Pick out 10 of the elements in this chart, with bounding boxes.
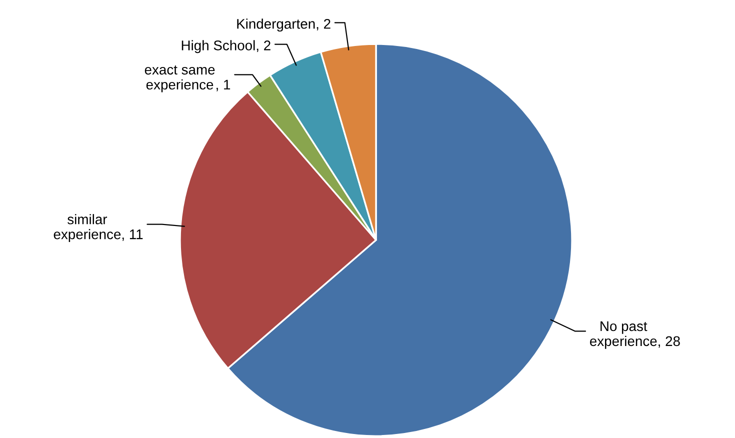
data-label: , 2 [256, 40, 270, 52]
slice-label: similar experience [54, 214, 121, 242]
slice-label: High School [182, 40, 255, 54]
slice-label: Kindergarten [237, 18, 315, 32]
data-label: , 28 [658, 336, 680, 348]
data-label: , 11 [122, 230, 143, 241]
data-label: , 1 [216, 80, 230, 92]
slice-label: exact same experience [144, 65, 215, 92]
slice-label: No past experience [590, 321, 657, 349]
data-label: , 2 [316, 18, 330, 30]
